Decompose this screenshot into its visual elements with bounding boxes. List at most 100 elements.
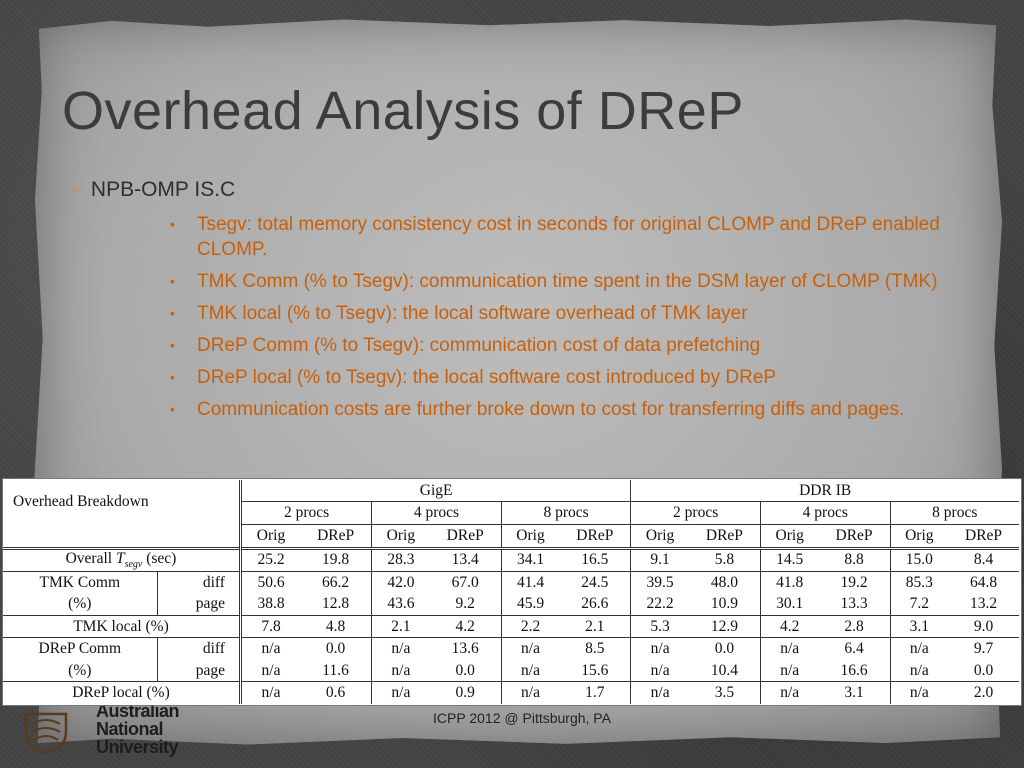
- table-row-drep-comm-diff: DReP Comm diff n/a 0.0 n/a 13.6 n/a 8.5 …: [3, 637, 1019, 660]
- table-cell: n/a: [371, 681, 430, 704]
- column-subheader: DReP: [300, 523, 372, 548]
- row-sublabel-diff: diff: [156, 637, 241, 660]
- sub-bullet-item: • Communication costs are further broke d…: [170, 399, 905, 420]
- bullet-dot-icon: •: [170, 401, 175, 417]
- table-cell: 30.1: [759, 593, 819, 616]
- table-cell: 66.2: [300, 571, 372, 594]
- procs-header: 4 procs: [371, 501, 502, 525]
- table-header-row: Overhead Breakdown GigE DDR IB: [3, 480, 1019, 510]
- main-bullet: • NPB-OMP IS.C: [72, 178, 235, 202]
- table-cell: 2.2: [500, 614, 560, 638]
- table-cell: 9.2: [455, 595, 475, 613]
- table-cell: 4.2: [429, 614, 502, 638]
- table-cell: 6.4: [818, 637, 891, 660]
- table-cell: 7.8: [238, 614, 301, 638]
- row-sublabel-diff: diff: [156, 571, 241, 594]
- table-cell: 11.6: [322, 661, 349, 679]
- table-cell: 15.6: [581, 661, 609, 679]
- bullet-dot-icon: •: [170, 369, 175, 385]
- table-cell: n/a: [759, 637, 819, 660]
- table-cell: n/a: [630, 659, 689, 682]
- sub-bullet-item: • TMK local (% to Tsegv): the local softw…: [170, 303, 748, 324]
- logo-line: National: [96, 719, 164, 739]
- table-cell: n/a: [759, 681, 819, 704]
- table-cell: 8.4: [948, 546, 1019, 572]
- table-row-drep-local: DReP local (%) n/a 0.6 n/a 0.9 n/a 1.7 n…: [3, 681, 1019, 704]
- column-subheader: Orig: [630, 523, 689, 548]
- table-cell: 1.7: [559, 681, 631, 704]
- procs-header: 8 procs: [500, 501, 631, 525]
- table-cell: 26.6: [581, 595, 609, 613]
- slide-title: Overhead Analysis of DReP: [62, 81, 744, 141]
- table-cell: n/a: [500, 681, 560, 704]
- bullet-dot-icon: •: [170, 273, 175, 289]
- table-cell: 16.6: [840, 661, 868, 679]
- column-subheader: Orig: [238, 523, 301, 548]
- overhead-table-panel: Overhead Breakdown GigE DDR IB 2 procs 4…: [2, 478, 1022, 706]
- network-header: DDR IB: [630, 480, 1019, 502]
- sub-bullet-item: • TMK Comm (% to Tsegv): communication ti…: [170, 271, 938, 292]
- column-subheader: DReP: [688, 523, 761, 548]
- procs-header: 8 procs: [889, 501, 1019, 525]
- logo-line: University: [96, 737, 179, 757]
- column-subheader: DReP: [818, 523, 891, 548]
- overhead-table: Overhead Breakdown GigE DDR IB 2 procs 4…: [3, 480, 1019, 704]
- main-bullet-text: NPB-OMP IS.C: [90, 178, 236, 201]
- table-cell: n/a: [371, 637, 430, 660]
- table-cell: 12.8: [322, 595, 350, 613]
- column-subheader: DReP: [948, 523, 1019, 548]
- table-cell: 0.0: [300, 637, 372, 660]
- logo-line: Australian: [96, 701, 180, 721]
- table-cell: 5.8: [688, 546, 761, 572]
- slide-footer: ICPP 2012 @ Pittsburgh, PA: [433, 710, 611, 726]
- table-cell: n/a: [238, 637, 301, 660]
- table-cell: 3.5: [688, 681, 761, 704]
- table-cell: 8.8: [818, 546, 891, 572]
- procs-header: 2 procs: [630, 501, 761, 525]
- table-cell: 9.0: [948, 614, 1019, 638]
- row-label-drep-local: DReP local (%): [3, 681, 241, 704]
- procs-header: 4 procs: [759, 501, 891, 525]
- table-cell: 8.5: [559, 637, 631, 660]
- table-cell: 2.1: [559, 614, 631, 638]
- row-sublabel-page: page: [156, 593, 241, 616]
- sub-bullet-item: • DReP Comm (% to Tsegv): communication c…: [170, 335, 761, 356]
- bullet-dot-icon: •: [170, 337, 175, 353]
- table-cell: n/a: [889, 659, 949, 682]
- table-cell: 0.0: [455, 661, 475, 679]
- row-label-drep-comm: DReP Comm: [3, 637, 158, 660]
- table-cell: 25.2: [238, 546, 301, 572]
- table-cell: 43.6: [371, 593, 430, 616]
- row-label-tmk-comm: TMK Comm: [3, 571, 158, 594]
- table-cell: 10.4: [710, 661, 738, 679]
- table-cell: 0.9: [429, 681, 502, 704]
- table-row-tmk-local: TMK local (%) 7.8 4.8 2.1 4.2 2.2 2.1 5.…: [3, 614, 1019, 638]
- table-cell: n/a: [889, 681, 949, 704]
- table-cell: 34.1: [500, 546, 560, 572]
- table-header-row: 2 procs 4 procs 8 procs 2 procs 4 procs …: [3, 501, 1019, 525]
- table-cell: 24.5: [559, 571, 631, 594]
- table-header-row: Orig DReP Orig DReP Orig DReP Orig DReP …: [3, 523, 1019, 548]
- table-cell: 0.6: [300, 681, 372, 704]
- table-cell: 67.0: [429, 571, 502, 594]
- bullet-dot-icon: •: [72, 181, 77, 197]
- table-cell: 5.3: [630, 614, 689, 638]
- table-cell: 64.8: [948, 571, 1019, 594]
- row-label-overall: Overall Tsegv (sec): [3, 546, 241, 572]
- table-cell: 48.0: [688, 571, 761, 594]
- table-cell: 13.4: [429, 546, 502, 572]
- procs-header: 2 procs: [238, 501, 372, 525]
- table-cell: 45.9: [500, 593, 560, 616]
- table-cell: n/a: [889, 637, 949, 660]
- table-row-overall: Overall Tsegv (sec) 25.2 19.8 28.3 13.4 …: [3, 546, 1019, 572]
- bullet-dot-icon: •: [170, 305, 175, 321]
- table-cell: 3.1: [818, 681, 891, 704]
- table-cell: 2.0: [948, 681, 1019, 704]
- table-cell: 28.3: [371, 546, 430, 572]
- table-cell: n/a: [759, 659, 819, 682]
- table-cell: 16.5: [559, 546, 631, 572]
- table-cell: n/a: [500, 637, 560, 660]
- anu-logo: Australian National University: [16, 702, 186, 758]
- column-subheader: Orig: [500, 523, 560, 548]
- table-cell: 85.3: [889, 571, 949, 594]
